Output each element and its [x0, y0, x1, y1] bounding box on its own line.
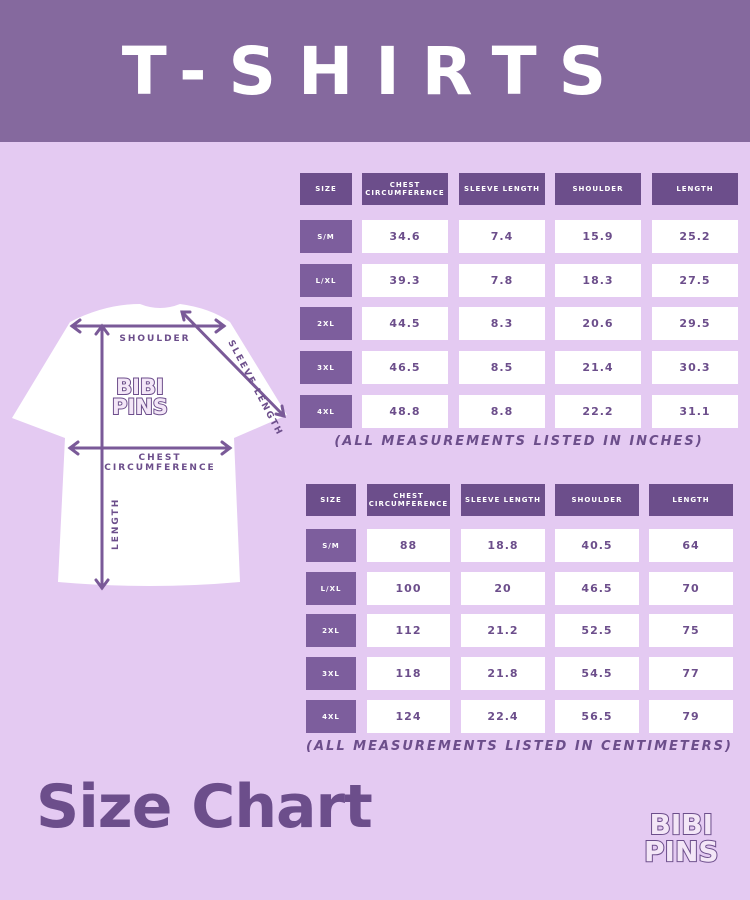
value-cell: 34.6	[362, 220, 448, 253]
value-cell: 79	[649, 700, 733, 733]
value-cell: 20.6	[555, 307, 641, 340]
value-cell: 77	[649, 657, 733, 690]
value-cell: 30.3	[652, 351, 738, 384]
value-cell: 46.5	[362, 351, 448, 384]
value-cell: 22.4	[461, 700, 545, 733]
size-cell: 2XL	[306, 614, 356, 647]
header: T-SHIRTS	[0, 0, 750, 142]
column-header: SLEEVE LENGTH	[461, 484, 545, 516]
logo-text: BIBI	[649, 808, 715, 841]
value-cell: 31.1	[652, 395, 738, 428]
value-cell: 21.2	[461, 614, 545, 647]
value-cell: 70	[649, 572, 733, 605]
column-header: SIZE	[306, 484, 356, 516]
size-cell: 4XL	[306, 700, 356, 733]
value-cell: 20	[461, 572, 545, 605]
title: T-SHIRTS	[121, 32, 629, 110]
column-header: CHEST CIRCUMFERENCE	[367, 484, 450, 516]
column-header: LENGTH	[649, 484, 733, 516]
column-header: SHOULDER	[555, 484, 639, 516]
footer-title: Size Chart	[36, 772, 373, 842]
value-cell: 112	[367, 614, 450, 647]
value-cell: 29.5	[652, 307, 738, 340]
column-header: SIZE	[300, 173, 352, 205]
size-cell: L/XL	[306, 572, 356, 605]
value-cell: 8.3	[459, 307, 545, 340]
logo-text: PINS	[643, 834, 720, 868]
value-cell: 7.8	[459, 264, 545, 297]
label: LENGTH	[111, 498, 121, 550]
shirt-diagram: SHOULDER SLEEVE LENGTH CHEST CIRCUMFEREN…	[12, 304, 287, 591]
value-cell: 8.5	[459, 351, 545, 384]
value-cell: 56.5	[555, 700, 639, 733]
value-cell: 64	[649, 529, 733, 562]
value-cell: 18.3	[555, 264, 641, 297]
size-cell: S/M	[306, 529, 356, 562]
column-header: SLEEVE LENGTH	[459, 173, 545, 205]
value-cell: 75	[649, 614, 733, 647]
label: CHEST	[139, 453, 182, 463]
value-cell: 88	[367, 529, 450, 562]
value-cell: 124	[367, 700, 450, 733]
value-cell: 48.8	[362, 395, 448, 428]
column-header: LENGTH	[652, 173, 738, 205]
note: (ALL MEASUREMENTS LISTED IN INCHES)	[334, 434, 704, 449]
size-cell: 4XL	[300, 395, 352, 428]
value-cell: 25.2	[652, 220, 738, 253]
value-cell: 40.5	[555, 529, 639, 562]
logo: BIBI PINS	[111, 375, 169, 419]
logo-text: BIBI	[115, 375, 165, 399]
value-cell: 52.5	[555, 614, 639, 647]
value-cell: 21.8	[461, 657, 545, 690]
size-cell: L/XL	[300, 264, 352, 297]
note: (ALL MEASUREMENTS LISTED IN CENTIMETERS)	[306, 739, 733, 754]
value-cell: 44.5	[362, 307, 448, 340]
size-cell: 3XL	[306, 657, 356, 690]
value-cell: 21.4	[555, 351, 641, 384]
logo-text: PINS	[111, 394, 169, 419]
value-cell: 7.4	[459, 220, 545, 253]
logo: BIBI PINS	[643, 808, 720, 868]
value-cell: 118	[367, 657, 450, 690]
value-cell: 39.3	[362, 264, 448, 297]
value-cell: 15.9	[555, 220, 641, 253]
column-header: CHEST CIRCUMFERENCE	[362, 173, 448, 205]
size-cell: 2XL	[300, 307, 352, 340]
label: SHOULDER	[119, 334, 190, 344]
value-cell: 27.5	[652, 264, 738, 297]
label: CIRCUMFERENCE	[104, 463, 215, 473]
value-cell: 22.2	[555, 395, 641, 428]
column-header: SHOULDER	[555, 173, 641, 205]
value-cell: 100	[367, 572, 450, 605]
size-cell: 3XL	[300, 351, 352, 384]
value-cell: 8.8	[459, 395, 545, 428]
size-cell: S/M	[300, 220, 352, 253]
value-cell: 54.5	[555, 657, 639, 690]
value-cell: 18.8	[461, 529, 545, 562]
value-cell: 46.5	[555, 572, 639, 605]
